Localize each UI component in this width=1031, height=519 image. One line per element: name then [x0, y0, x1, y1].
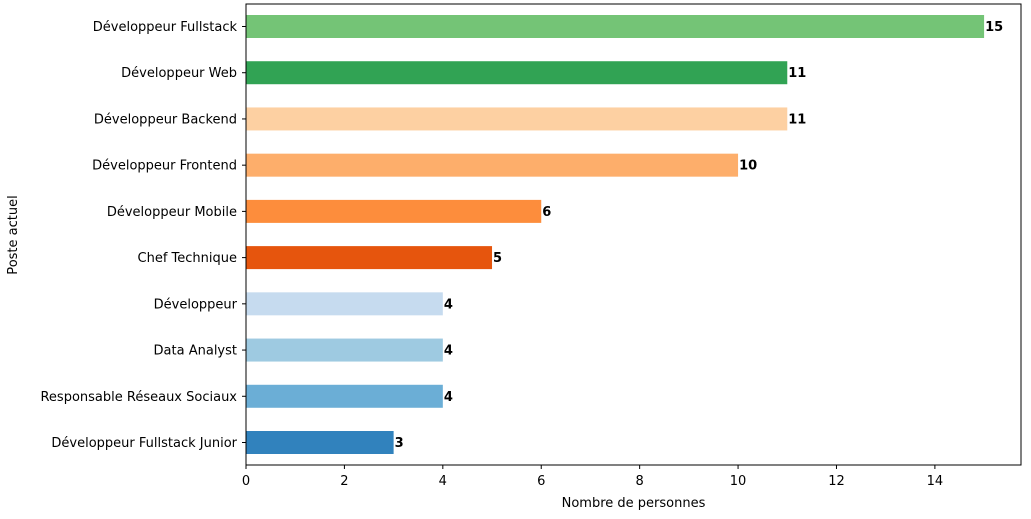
- data-labels: 15 11 11 10 6 5 4 4 4 3: [395, 20, 1004, 451]
- bar: [246, 246, 493, 270]
- y-tick-label: Développeur Web: [121, 66, 237, 81]
- x-tick-label: 2: [340, 474, 348, 489]
- x-tick-label: 8: [636, 474, 644, 489]
- y-tick-label: Data Analyst: [154, 344, 237, 359]
- data-label: 4: [444, 390, 453, 405]
- data-label: 11: [788, 112, 806, 127]
- x-axis-label: Nombre de personnes: [562, 496, 706, 511]
- data-label: 10: [739, 159, 757, 174]
- data-label: 3: [395, 436, 404, 451]
- data-label: 15: [985, 20, 1003, 35]
- data-label: 4: [444, 297, 453, 312]
- plot-frame: [245, 3, 1022, 466]
- bar: [246, 431, 394, 454]
- y-tick-label: Développeur Backend: [94, 112, 237, 127]
- data-label: 6: [542, 205, 551, 220]
- x-tick-label: 12: [828, 474, 845, 489]
- bar: [246, 384, 443, 408]
- bar: [246, 107, 788, 131]
- y-tick-labels: Développeur Fullstack Développeur Web Déve…: [40, 20, 246, 451]
- x-ticks: 0 2 4 6 8 10 12 14: [242, 465, 943, 489]
- data-label: 11: [788, 66, 806, 81]
- bar: [246, 338, 443, 362]
- bars-group: [246, 15, 985, 454]
- x-tick-label: 0: [242, 474, 250, 489]
- y-tick-label: Développeur Fullstack: [93, 20, 238, 35]
- bar: [246, 292, 443, 316]
- bar: [246, 15, 985, 38]
- x-tick-label: 4: [439, 474, 447, 489]
- data-label: 5: [493, 251, 502, 266]
- y-tick-label: Développeur Fullstack Junior: [51, 436, 237, 451]
- x-tick-label: 6: [537, 474, 545, 489]
- data-label: 4: [444, 344, 453, 359]
- y-axis-label: Poste actuel: [6, 195, 21, 274]
- y-tick-label: Développeur Frontend: [92, 159, 237, 174]
- bar: [246, 199, 542, 223]
- y-tick-label: Chef Technique: [138, 251, 237, 266]
- bar: [246, 61, 788, 85]
- y-tick-label: Développeur: [154, 297, 238, 312]
- y-tick-label: Responsable Réseaux Sociaux: [40, 390, 237, 405]
- x-tick-label: 14: [927, 474, 944, 489]
- bar: [246, 153, 739, 177]
- x-tick-label: 10: [730, 474, 747, 489]
- y-tick-label: Développeur Mobile: [107, 205, 237, 220]
